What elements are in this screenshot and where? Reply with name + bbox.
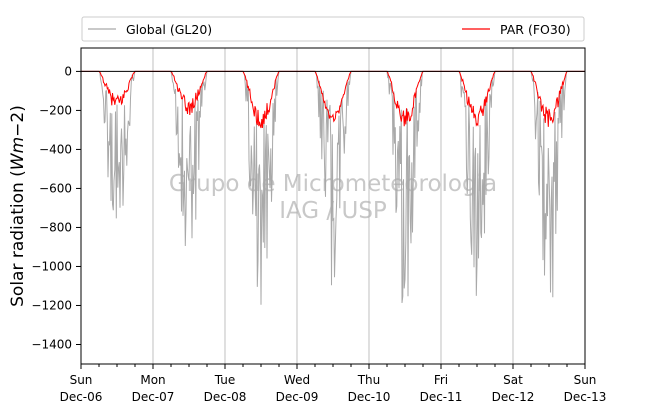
y-tick-label: −1400 — [31, 337, 72, 351]
y-tick-label: 0 — [64, 64, 72, 78]
x-tick-date: Dec-13 — [564, 390, 607, 404]
x-tick-date: Dec-09 — [276, 390, 319, 404]
x-tick-day: Tue — [214, 373, 236, 387]
x-tick-date: Dec-07 — [132, 390, 175, 404]
legend-global-label: Global (GL20) — [126, 22, 212, 37]
y-tick-label: −200 — [39, 103, 72, 117]
plot-frame — [80, 47, 586, 365]
x-tick-date: Dec-10 — [348, 390, 391, 404]
series-line — [81, 70, 585, 305]
x-tick-day: Sat — [503, 373, 523, 387]
y-tick-label: −1000 — [31, 259, 72, 273]
x-gridlines — [152, 48, 514, 364]
x-tick-date: Dec-11 — [420, 390, 463, 404]
series-global-gl20 — [81, 70, 585, 305]
legend-par-label: PAR (FO30) — [500, 22, 571, 37]
series-line — [81, 70, 585, 129]
y-axis: 0 −200 −400 −600 −800 −1000 −1200 −1400 — [31, 64, 81, 351]
x-tick-day: Mon — [140, 373, 165, 387]
y-tick-label: −600 — [39, 181, 72, 195]
x-tick-date: Dec-08 — [204, 390, 247, 404]
y-tick-label: −400 — [39, 142, 72, 156]
series-par-fo30 — [81, 70, 585, 129]
x-tick-day: Thu — [357, 373, 381, 387]
y-tick-label: −800 — [39, 220, 72, 234]
x-tick-day: Wed — [284, 373, 310, 387]
x-tick-date: Dec-06 — [60, 390, 103, 404]
y-tick-label: −1200 — [31, 298, 72, 312]
y-axis-label: Solar radiation (Wm−2) — [8, 105, 28, 307]
x-tick-date: Dec-12 — [492, 390, 535, 404]
x-axis: Sun Dec-06 Mon Dec-07 Tue Dec-08 Wed Dec-09 Thu D… — [60, 364, 607, 404]
x-tick-day: Sun — [574, 373, 597, 387]
x-tick-day: Fri — [434, 373, 448, 387]
x-tick-day: Sun — [70, 373, 93, 387]
legend: Global (GL20) PAR (FO30) — [81, 16, 585, 42]
